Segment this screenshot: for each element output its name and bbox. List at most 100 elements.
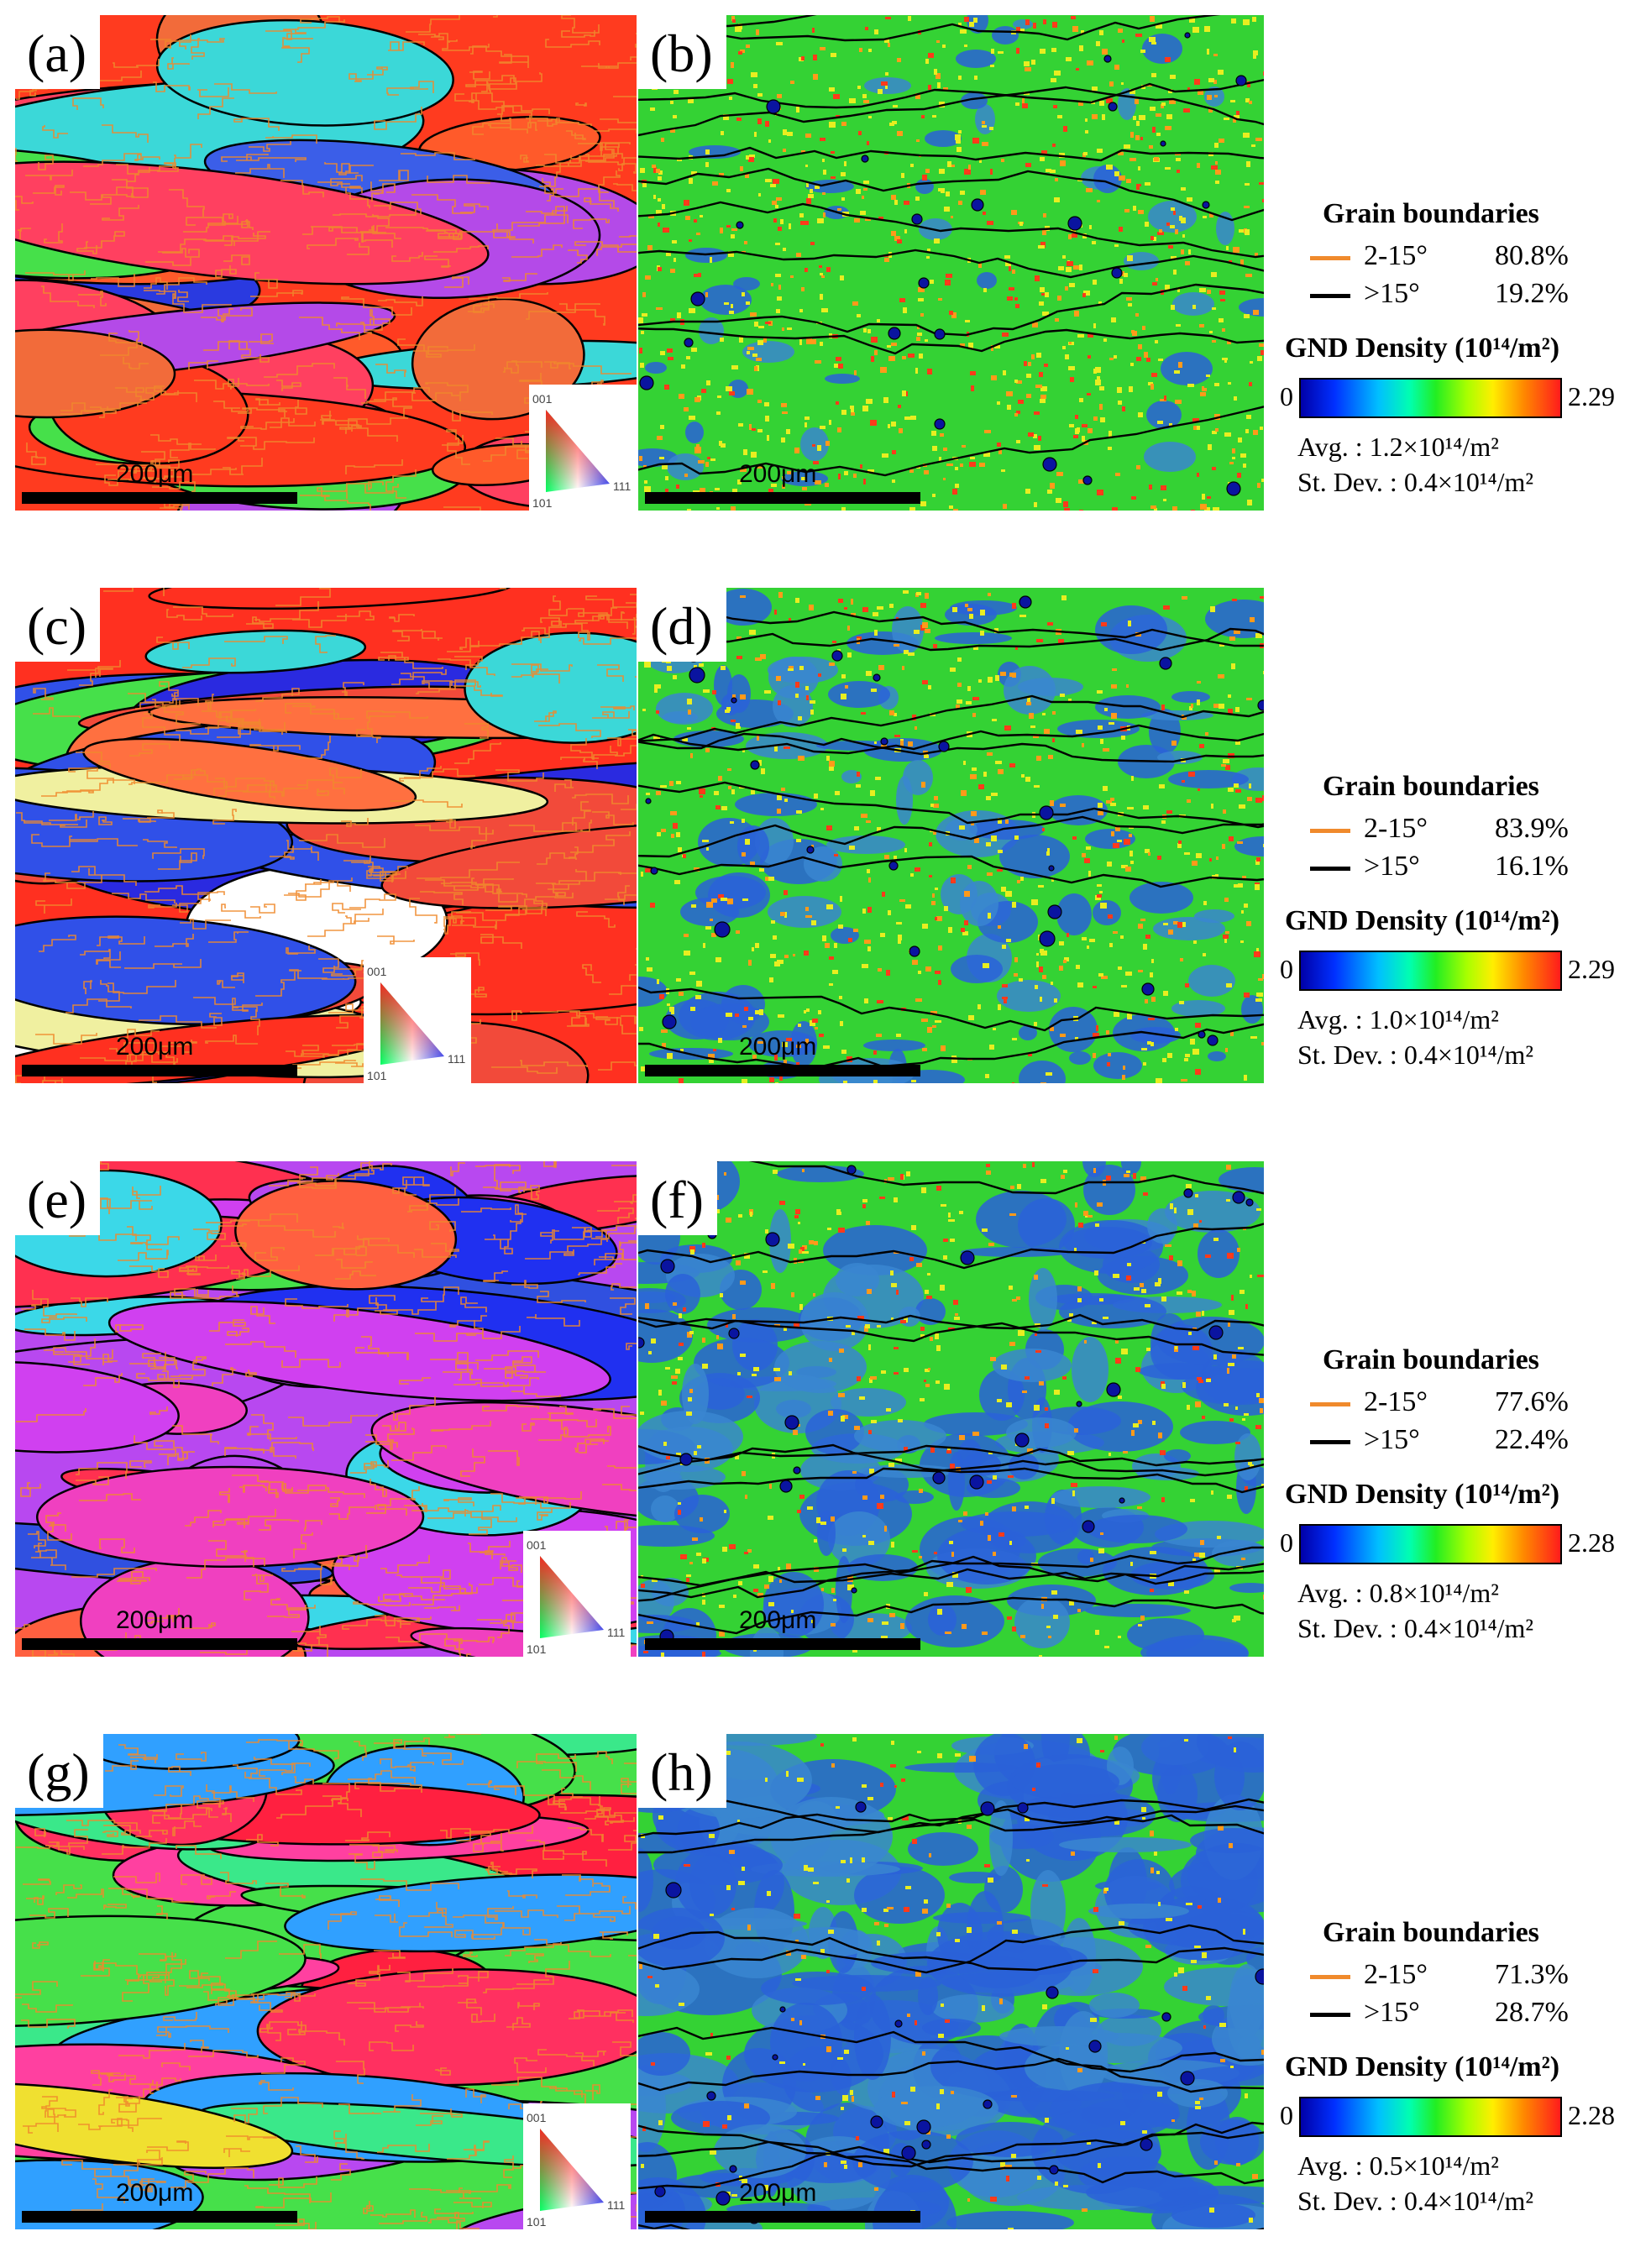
colorbar-max-label: 2.28 (1568, 2100, 1615, 2130)
gnd-density-title: GND Density (10¹⁴/m²) (1285, 333, 1560, 364)
high-angle-fraction: 19.2% (1495, 278, 1569, 309)
low-angle-range: 2-15° (1364, 1386, 1428, 1417)
panel-label: (b) (638, 15, 726, 89)
gnd-map: (d) 200μm (638, 588, 1264, 1083)
panel-label: (g) (15, 1734, 103, 1808)
low-angle-boundary-row: 2-15° 83.9% (1310, 813, 1569, 845)
high-angle-fraction: 16.1% (1495, 851, 1569, 882)
gnd-density-title: GND Density (10¹⁴/m²) (1285, 2051, 1560, 2082)
scale-bar (645, 492, 920, 504)
scale-bar (645, 1638, 920, 1650)
legend-panel: Grain boundaries 2-15° 71.3% >15° 28.7% … (1280, 1917, 1629, 2219)
high-angle-boundary-row: >15° 19.2% (1310, 278, 1569, 310)
orange-line-icon (1310, 1974, 1350, 1979)
gnd-density-title: GND Density (10¹⁴/m²) (1285, 905, 1560, 936)
black-line-icon (1310, 2012, 1350, 2017)
orange-line-icon (1310, 255, 1350, 260)
gnd-map-image (638, 15, 1264, 511)
colorbar-min-label: 0 (1280, 381, 1293, 411)
ipf-color-key: 001 111 101 (523, 2103, 631, 2229)
low-angle-fraction: 80.8% (1495, 240, 1569, 271)
svg-text:101: 101 (527, 2215, 547, 2229)
gnd-map: (f) 200μm (638, 1161, 1264, 1657)
panel-label: (h) (638, 1734, 726, 1808)
scale-bar (645, 2211, 920, 2223)
gnd-map: (b) 200μm (638, 15, 1264, 511)
scale-bar-label: 200μm (116, 1033, 194, 1061)
gnd-stdev: St. Dev. : 0.4×10¹⁴/m² (1297, 2186, 1533, 2216)
scale-bar-label: 200μm (739, 460, 817, 488)
svg-text:001: 001 (527, 2111, 547, 2124)
black-line-icon (1310, 293, 1350, 298)
svg-text:111: 111 (607, 2198, 625, 2212)
colorbar-min-label: 0 (1280, 2100, 1293, 2130)
gnd-stdev: St. Dev. : 0.4×10¹⁴/m² (1297, 1613, 1533, 1643)
black-line-icon (1310, 866, 1350, 871)
colorbar-min-label: 0 (1280, 1527, 1293, 1558)
high-angle-boundary-row: >15° 22.4% (1310, 1424, 1569, 1456)
high-angle-range: >15° (1364, 278, 1420, 309)
low-angle-boundary-row: 2-15° 77.6% (1310, 1386, 1569, 1418)
ipf-map: (c) 001 111 101 200μm (15, 588, 637, 1083)
low-angle-boundary-row: 2-15° 71.3% (1310, 1959, 1569, 1991)
ipf-triangle-icon: 001 111 101 (532, 392, 631, 510)
panel-label: (e) (15, 1161, 101, 1235)
ipf-color-key: 001 111 101 (523, 1531, 631, 1657)
svg-text:001: 001 (527, 1538, 547, 1552)
gnd-map-image (638, 1161, 1264, 1657)
ipf-map-image (15, 15, 637, 511)
colorbar-max-label: 2.29 (1568, 954, 1615, 984)
grain-boundaries-title: Grain boundaries (1323, 1344, 1539, 1375)
svg-text:101: 101 (367, 1069, 387, 1082)
colorbar-min-label: 0 (1280, 954, 1293, 984)
scale-bar-label: 200μm (116, 1606, 194, 1634)
grain-boundaries-title: Grain boundaries (1323, 771, 1539, 802)
orange-line-icon (1310, 828, 1350, 833)
ipf-map-image (15, 588, 637, 1083)
gnd-colorbar (1299, 951, 1562, 991)
panel-label: (c) (15, 588, 101, 662)
grain-boundaries-title: Grain boundaries (1323, 1917, 1539, 1948)
gnd-colorbar (1299, 378, 1562, 418)
gnd-colorbar (1299, 1524, 1562, 1564)
svg-text:001: 001 (367, 965, 387, 978)
legend-panel: Grain boundaries 2-15° 83.9% >15° 16.1% … (1280, 771, 1629, 1073)
scale-bar-label: 200μm (116, 2179, 194, 2207)
panel-label: (d) (638, 588, 726, 662)
ipf-triangle-icon: 001 111 101 (527, 2111, 625, 2229)
high-angle-boundary-row: >15° 28.7% (1310, 1997, 1569, 2029)
svg-text:101: 101 (527, 1642, 547, 1656)
gnd-average: Avg. : 0.8×10¹⁴/m² (1297, 1578, 1499, 1608)
gnd-average: Avg. : 0.5×10¹⁴/m² (1297, 2150, 1499, 2181)
colorbar-max-label: 2.28 (1568, 1527, 1615, 1558)
low-angle-range: 2-15° (1364, 240, 1428, 271)
high-angle-range: >15° (1364, 1424, 1420, 1455)
high-angle-fraction: 28.7% (1495, 1997, 1569, 2028)
scale-bar (22, 1065, 297, 1076)
gnd-stdev: St. Dev. : 0.4×10¹⁴/m² (1297, 1040, 1533, 1070)
gnd-stdev: St. Dev. : 0.4×10¹⁴/m² (1297, 467, 1533, 497)
low-angle-fraction: 83.9% (1495, 813, 1569, 844)
panel-label: (f) (638, 1161, 717, 1235)
low-angle-range: 2-15° (1364, 813, 1428, 844)
ipf-map: (a) 001 111 101 200μm (15, 15, 637, 511)
low-angle-fraction: 77.6% (1495, 1386, 1569, 1417)
svg-text:111: 111 (448, 1052, 465, 1066)
gnd-average: Avg. : 1.0×10¹⁴/m² (1297, 1004, 1499, 1034)
high-angle-range: >15° (1364, 851, 1420, 882)
svg-text:101: 101 (532, 496, 553, 510)
gnd-map-image (638, 1734, 1264, 2229)
scale-bar-label: 200μm (739, 2179, 817, 2207)
high-angle-boundary-row: >15° 16.1% (1310, 851, 1569, 883)
gnd-average: Avg. : 1.2×10¹⁴/m² (1297, 432, 1499, 462)
scale-bar (645, 1065, 920, 1076)
ipf-map: (g) 001 111 101 200μm (15, 1734, 637, 2229)
svg-text:111: 111 (613, 479, 631, 493)
ipf-triangle-icon: 001 111 101 (367, 965, 465, 1082)
panel-label: (a) (15, 15, 101, 89)
ipf-color-key: 001 111 101 (529, 385, 637, 511)
ipf-triangle-icon: 001 111 101 (527, 1538, 625, 1656)
ipf-color-key: 001 111 101 (364, 957, 471, 1083)
colorbar-max-label: 2.29 (1568, 381, 1615, 411)
svg-text:111: 111 (607, 1626, 625, 1639)
